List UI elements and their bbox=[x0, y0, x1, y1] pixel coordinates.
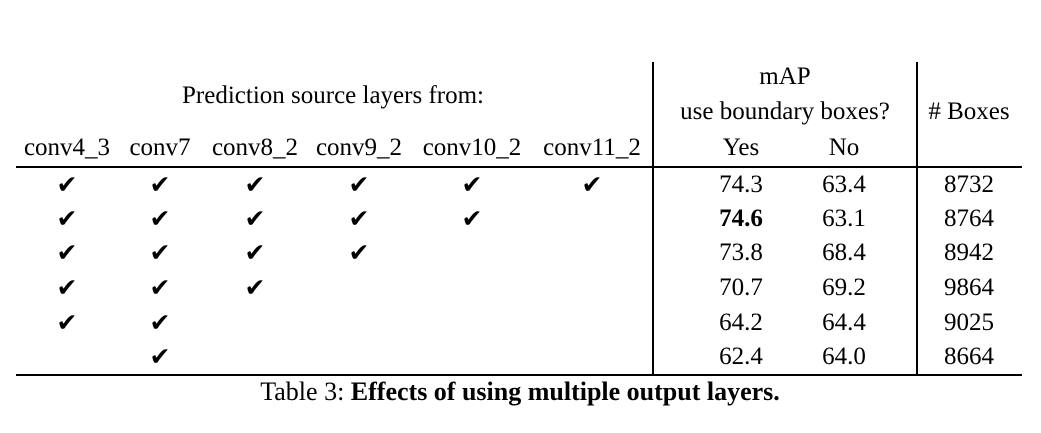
caption-label: Table 3: bbox=[260, 377, 345, 406]
map-yes-cell: 70.7 bbox=[719, 274, 763, 301]
check-mark-icon: ✔ bbox=[244, 273, 266, 302]
map-yes-cell: 74.3 bbox=[719, 171, 763, 198]
check-mark-icon: ✔ bbox=[56, 273, 78, 302]
check-mark-icon: ✔ bbox=[149, 273, 171, 302]
bottom-rule bbox=[16, 374, 1022, 376]
caption-text: Effects of using multiple output layers. bbox=[350, 377, 780, 406]
map-separator-rule bbox=[652, 62, 654, 375]
check-mark-icon: ✔ bbox=[149, 170, 171, 199]
map-no-cell: 69.2 bbox=[822, 274, 866, 301]
header-rule bbox=[16, 166, 1022, 168]
layer-column-header: conv10_2 bbox=[422, 134, 522, 161]
boxes-cell: 9025 bbox=[944, 309, 994, 336]
check-mark-icon: ✔ bbox=[461, 170, 483, 199]
map-column-header: No bbox=[828, 134, 860, 161]
boxes-cell: 8942 bbox=[944, 239, 994, 266]
layer-column-header: conv7 bbox=[129, 134, 191, 161]
check-mark-icon: ✔ bbox=[149, 238, 171, 267]
table-caption: Table 3: Effects of using multiple outpu… bbox=[260, 379, 780, 405]
map-subheader: use boundary boxes? bbox=[680, 98, 890, 125]
layer-column-header: conv8_2 bbox=[211, 134, 299, 161]
map-no-cell: 64.4 bbox=[822, 309, 866, 336]
check-mark-icon: ✔ bbox=[149, 342, 171, 371]
boxes-cell: 9864 bbox=[944, 274, 994, 301]
boxes-separator-rule bbox=[916, 62, 918, 375]
layer-column-header: conv4_3 bbox=[23, 134, 111, 161]
check-mark-icon: ✔ bbox=[149, 204, 171, 233]
map-no-cell: 63.4 bbox=[822, 171, 866, 198]
layer-column-header: conv9_2 bbox=[315, 134, 403, 161]
layers-group-header: Prediction source layers from: bbox=[182, 82, 484, 109]
map-no-cell: 64.0 bbox=[822, 343, 866, 370]
layer-column-header: conv11_2 bbox=[543, 134, 641, 161]
check-mark-icon: ✔ bbox=[149, 308, 171, 337]
check-mark-icon: ✔ bbox=[56, 204, 78, 233]
map-no-cell: 68.4 bbox=[822, 239, 866, 266]
check-mark-icon: ✔ bbox=[244, 238, 266, 267]
map-group-header: mAP bbox=[759, 63, 811, 90]
boxes-header: # Boxes bbox=[928, 98, 1010, 125]
check-mark-icon: ✔ bbox=[244, 170, 266, 199]
check-mark-icon: ✔ bbox=[461, 204, 483, 233]
check-mark-icon: ✔ bbox=[348, 204, 370, 233]
boxes-cell: 8664 bbox=[944, 343, 994, 370]
check-mark-icon: ✔ bbox=[56, 308, 78, 337]
check-mark-icon: ✔ bbox=[244, 204, 266, 233]
map-yes-cell: 64.2 bbox=[719, 309, 763, 336]
map-column-header: Yes bbox=[722, 134, 760, 161]
check-mark-icon: ✔ bbox=[56, 170, 78, 199]
check-mark-icon: ✔ bbox=[348, 238, 370, 267]
check-mark-icon: ✔ bbox=[56, 238, 78, 267]
map-yes-cell: 62.4 bbox=[719, 343, 763, 370]
check-mark-icon: ✔ bbox=[348, 170, 370, 199]
boxes-cell: 8764 bbox=[944, 205, 994, 232]
map-no-cell: 63.1 bbox=[822, 205, 866, 232]
map-yes-cell: 74.6 bbox=[719, 205, 763, 232]
map-yes-cell: 73.8 bbox=[719, 239, 763, 266]
check-mark-icon: ✔ bbox=[581, 170, 603, 199]
boxes-cell: 8732 bbox=[944, 171, 994, 198]
